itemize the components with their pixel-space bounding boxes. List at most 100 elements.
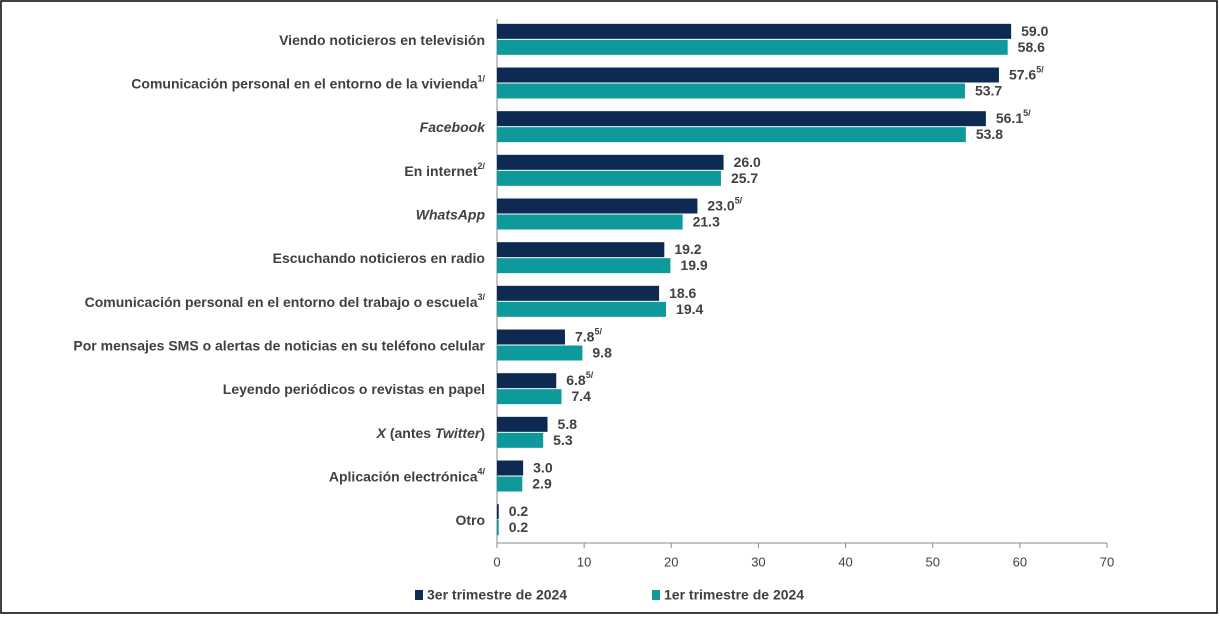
label-part: Por mensajes SMS o alertas de noticias e…: [73, 337, 485, 353]
value-text: 0.2: [509, 519, 529, 535]
y-tick-label: En internet2/: [404, 161, 485, 178]
value-label: 56.15/: [996, 109, 1031, 126]
value-text: 26.0: [734, 154, 761, 170]
value-text: 58.6: [1018, 39, 1045, 55]
value-label: 9.8: [592, 344, 612, 360]
value-text: 19.4: [676, 301, 703, 317]
label-part: Viendo noticieros en televisión: [279, 32, 485, 48]
value-label: 0.2: [509, 519, 529, 535]
bar: [497, 39, 1008, 55]
bar: [497, 520, 499, 536]
value-label: 7.85/: [575, 327, 602, 344]
label-part: Otro: [455, 512, 485, 528]
value-label: 53.7: [975, 82, 1002, 98]
bar: [497, 242, 665, 258]
value-label: 23.05/: [707, 196, 742, 213]
value-label: 5.8: [558, 416, 578, 432]
label-part: Facebook: [420, 119, 487, 135]
value-note: 5/: [586, 371, 594, 381]
y-tick-label: Facebook: [420, 119, 487, 135]
y-tick-label: Aplicación electrónica4/: [329, 467, 486, 484]
y-tick-label: Por mensajes SMS o alertas de noticias e…: [73, 337, 485, 353]
value-text: 25.7: [731, 170, 758, 186]
y-tick-label: X (antes Twitter): [376, 425, 485, 441]
value-text: 3.0: [533, 459, 553, 475]
value-label: 18.6: [669, 285, 696, 301]
x-tick-label: 10: [577, 554, 591, 569]
value-text: 59.0: [1021, 23, 1048, 39]
bar: [497, 111, 986, 127]
value-label: 0.2: [509, 503, 529, 519]
y-tick-label: Escuchando noticieros en radio: [273, 250, 485, 266]
value-label: 58.6: [1018, 39, 1045, 55]
bar: [497, 170, 721, 186]
value-text: 23.0: [707, 197, 734, 213]
y-tick-label: Comunicación personal en el entorno de l…: [131, 74, 485, 91]
y-tick-label: Viendo noticieros en televisión: [279, 32, 485, 48]
bar: [497, 460, 524, 476]
value-label: 21.3: [693, 213, 720, 229]
bar: [497, 301, 667, 317]
value-text: 2.9: [532, 475, 552, 491]
label-note: 4/: [477, 467, 485, 477]
bar: [497, 23, 1012, 39]
value-text: 21.3: [693, 213, 720, 229]
value-text: 5.3: [553, 432, 573, 448]
bar: [497, 285, 660, 301]
value-text: 7.4: [571, 388, 591, 404]
bar: [497, 389, 562, 405]
legend-label: 1er trimestre de 2024: [664, 587, 804, 603]
label-part: Comunicación personal en el entorno del …: [85, 294, 478, 310]
bar: [497, 154, 724, 170]
value-label: 2.9: [532, 475, 552, 491]
x-tick-label: 50: [925, 554, 939, 569]
bar: [497, 258, 671, 274]
legend-swatch: [652, 590, 660, 600]
value-label: 57.65/: [1009, 65, 1044, 82]
y-tick-label: WhatsApp: [416, 206, 486, 222]
x-tick-label: 20: [664, 554, 678, 569]
value-label: 6.85/: [566, 371, 593, 388]
bar: [497, 83, 965, 99]
label-part: ): [480, 425, 485, 441]
label-part: Escuchando noticieros en radio: [273, 250, 485, 266]
value-label: 19.9: [680, 257, 707, 273]
bar: [497, 416, 548, 432]
bar: [497, 373, 557, 389]
value-text: 0.2: [509, 503, 529, 519]
label-part: (antes: [386, 425, 435, 441]
x-tick-label: 30: [751, 554, 765, 569]
value-label: 5.3: [553, 432, 573, 448]
label-note: 1/: [477, 74, 485, 84]
value-label: 26.0: [734, 154, 761, 170]
value-label: 53.8: [976, 126, 1003, 142]
label-note: 2/: [477, 161, 485, 171]
value-text: 6.8: [566, 372, 586, 388]
value-label: 19.4: [676, 301, 703, 317]
value-text: 7.8: [575, 328, 595, 344]
value-label: 19.2: [674, 241, 701, 257]
y-tick-label: Comunicación personal en el entorno del …: [85, 292, 486, 309]
bar: [497, 127, 966, 143]
value-text: 57.6: [1009, 66, 1036, 82]
bar: [497, 504, 499, 520]
value-text: 53.8: [976, 126, 1003, 142]
bar: [497, 476, 523, 492]
value-text: 19.9: [680, 257, 707, 273]
label-part: X: [376, 425, 388, 441]
value-label: 59.0: [1021, 23, 1048, 39]
label-part: Leyendo periódicos o revistas en papel: [223, 381, 485, 397]
label-part: Aplicación electrónica: [329, 468, 478, 484]
legend-label: 3er trimestre de 2024: [427, 587, 567, 603]
label-part: WhatsApp: [416, 206, 486, 222]
x-tick-label: 40: [838, 554, 852, 569]
value-text: 56.1: [996, 110, 1023, 126]
legend-swatch: [415, 590, 423, 600]
value-note: 5/: [735, 196, 743, 206]
y-tick-label: Leyendo periódicos o revistas en papel: [223, 381, 485, 397]
bar: [497, 329, 565, 345]
value-label: 3.0: [533, 459, 553, 475]
value-text: 9.8: [592, 344, 612, 360]
